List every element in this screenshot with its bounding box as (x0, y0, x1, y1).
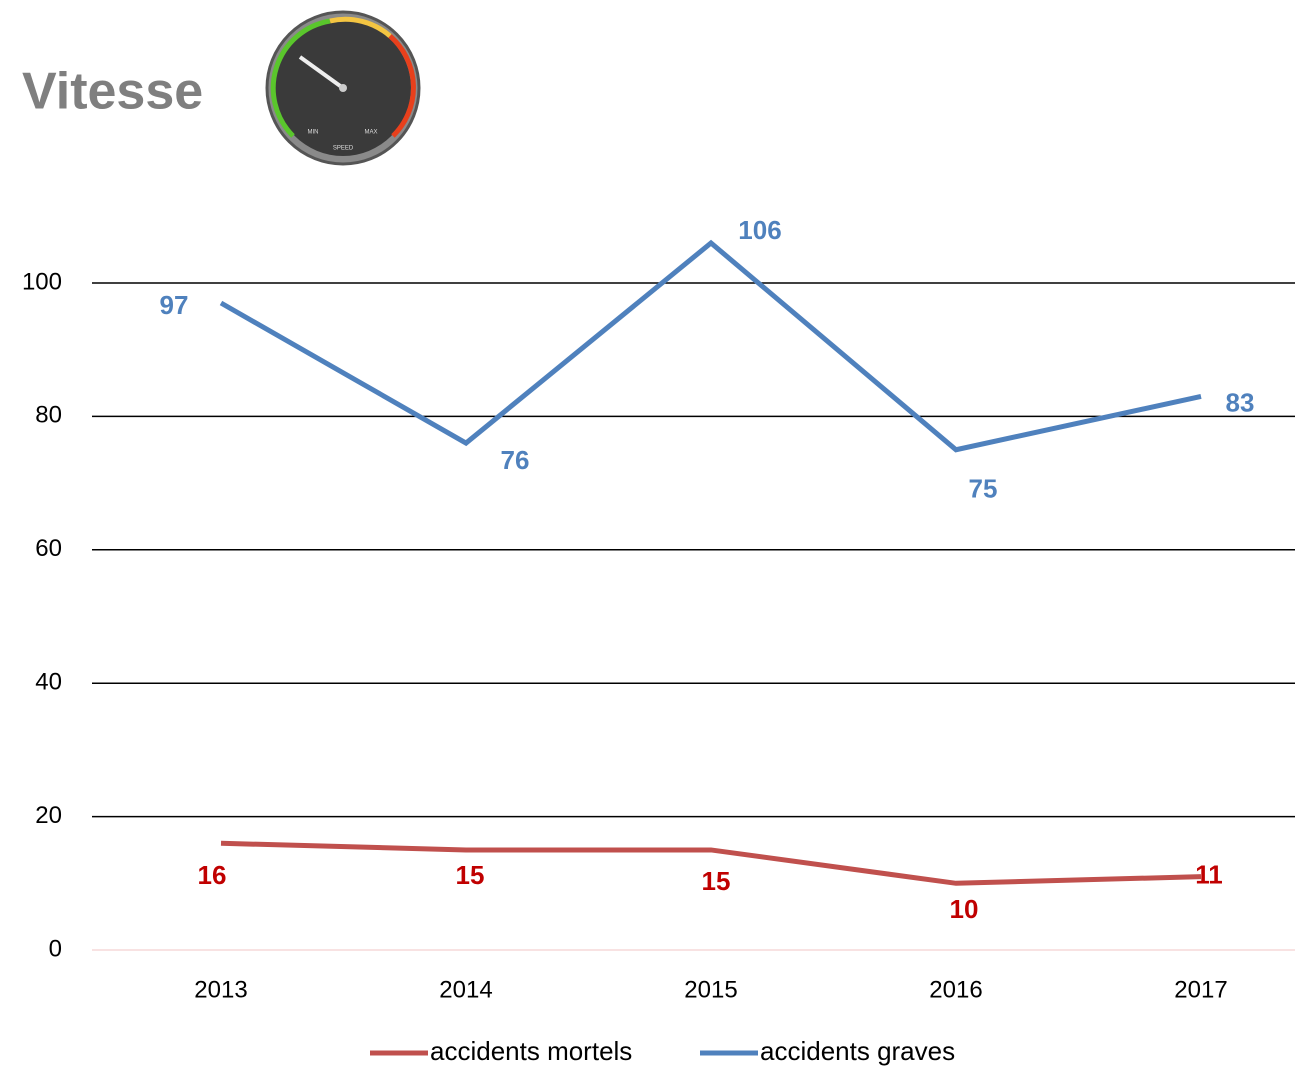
chart-title: Vitesse (22, 63, 203, 121)
y-tick-label: 60 (35, 535, 62, 562)
data-label: 106 (738, 215, 781, 245)
x-tick-label: 2016 (929, 976, 982, 1003)
x-tick-label: 2013 (194, 976, 247, 1003)
gauge-max: MAX (364, 130, 377, 136)
y-tick-label: 20 (35, 802, 62, 829)
data-label: 15 (702, 866, 731, 896)
gauge-min: MIN (308, 130, 319, 136)
gauge-icon: MIN MAX SPEED (265, 10, 421, 166)
legend-label: accidents mortels (430, 1036, 632, 1066)
series-line (220, 840, 1202, 886)
data-label: 11 (1195, 860, 1223, 890)
data-label: 10 (950, 894, 979, 924)
x-tick-label: 2014 (439, 976, 492, 1003)
x-tick-label: 2015 (684, 976, 737, 1003)
data-label: 16 (198, 860, 227, 890)
data-label: 97 (160, 290, 189, 320)
data-label: 75 (969, 474, 998, 504)
y-tick-label: 80 (35, 402, 62, 429)
y-tick-label: 40 (35, 669, 62, 696)
gauge-label: SPEED (333, 146, 354, 152)
legend-label: accidents graves (760, 1036, 955, 1066)
data-label: 76 (501, 445, 530, 475)
data-label: 83 (1226, 387, 1255, 417)
y-tick-label: 0 (49, 935, 62, 962)
series-line (219, 239, 1202, 453)
y-tick-label: 100 (22, 268, 62, 295)
data-label: 15 (456, 860, 485, 890)
x-tick-label: 2017 (1174, 976, 1227, 1003)
